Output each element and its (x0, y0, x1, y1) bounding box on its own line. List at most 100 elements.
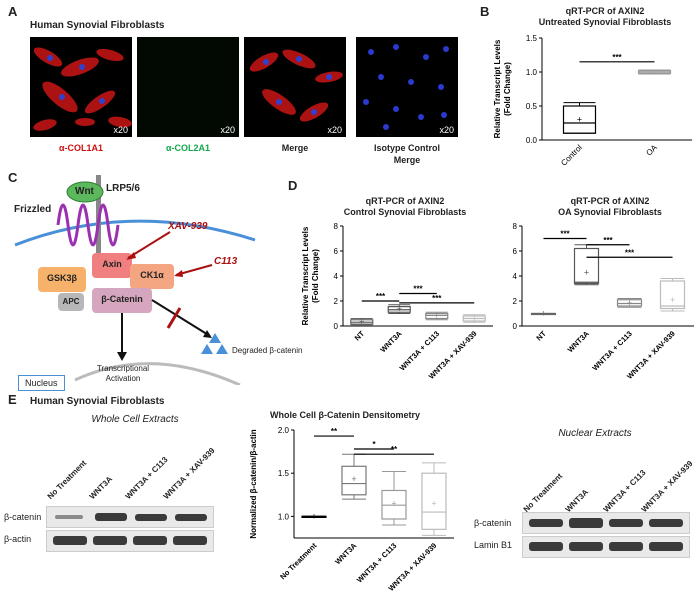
box (573, 247, 600, 285)
y-tick-label: 6 (513, 247, 518, 256)
mean-marker: + (391, 498, 396, 508)
wnt-ligand (66, 181, 104, 203)
box (562, 105, 597, 134)
pathway-diagram (14, 175, 256, 385)
lane-label-4: WNT3A + XAV-939 (161, 446, 217, 501)
mean-marker: + (431, 498, 436, 508)
transcription-arrowhead (117, 352, 127, 361)
block-bar (166, 307, 182, 329)
band (135, 514, 167, 521)
label-transcription-line1: Transcriptional (96, 364, 150, 373)
y-tick-label: 2 (334, 297, 339, 306)
mean-marker: + (434, 310, 439, 320)
mean-marker: + (670, 295, 675, 305)
band (55, 515, 83, 519)
panel-d-left-title-line1: qRT-PCR of AXIN2 (365, 196, 445, 206)
blot-whole-bcatenin (46, 506, 214, 528)
magnification-label: x20 (439, 125, 454, 135)
band (133, 536, 167, 545)
panel-b-title-line1: qRT-PCR of AXIN2 (565, 6, 645, 16)
blot-label-bcatenin-right: β-catenin (474, 518, 512, 528)
band (529, 542, 563, 551)
densitometry-title: Whole Cell β-Catenin Densitometry (269, 410, 420, 420)
col1a1-cells (33, 47, 132, 131)
micrograph-isotype: x20 (356, 37, 458, 137)
label-c113: C113 (214, 256, 238, 267)
y-tick-label: 6 (334, 247, 339, 256)
significance-label: *** (432, 294, 442, 303)
category-label: WNT3A (566, 329, 592, 355)
bcatenin-box (92, 288, 152, 313)
y-tick-label: 1.5 (278, 469, 290, 478)
label-wnt: Wnt (75, 186, 94, 197)
degraded-fragments (201, 333, 228, 354)
y-tick-label: 2.0 (278, 426, 290, 435)
y-tick-label: 8 (334, 222, 339, 231)
axin-box (92, 253, 132, 278)
blot-label-bcatenin-left: β-catenin (4, 512, 42, 522)
blot-nuclear-laminb1 (522, 536, 690, 558)
mean-marker: + (397, 304, 402, 314)
box (421, 472, 447, 530)
category-label: WNT3A + C113 (355, 541, 398, 584)
mean-marker: + (359, 317, 364, 327)
y-tick-label: 4 (513, 272, 518, 281)
significance-label: ** (391, 445, 398, 454)
label-axin: Axin (102, 259, 122, 269)
panel-d-right-title-line1: qRT-PCR of AXIN2 (570, 196, 650, 206)
degradation-arrow (151, 299, 211, 337)
significance-label: *** (612, 53, 622, 62)
category-label: WNT3A (333, 541, 359, 567)
xav-arrowhead (126, 252, 136, 260)
panel-d-left-title-line2: Control Synovial Fibroblasts (343, 207, 467, 217)
panel-d-letter: D (288, 178, 298, 193)
mean-marker: + (652, 67, 657, 77)
band (53, 536, 87, 545)
panel-d-right-title-line2: OA Synovial Fibroblasts (558, 207, 662, 217)
category-label: WNT3A + C113 (590, 329, 633, 372)
nuclear-lane-label-1: No Treatment (521, 471, 565, 514)
band (609, 542, 643, 551)
label-frizzled: Frizzled (14, 204, 52, 215)
category-label: NT (534, 329, 548, 343)
xav-arrow (127, 231, 171, 259)
panel-e-letter: E (8, 392, 17, 407)
significance-label: *** (413, 285, 423, 294)
y-axis-label: Relative Transcript Levels (493, 39, 502, 138)
caption-merge: Merge (281, 143, 309, 153)
panel-a-letter: A (8, 4, 18, 19)
chart-d-right: 0 2 4 6 8 + NT + WNT3A + WNT3A + C113 + WNT3A + XAV-… (513, 222, 694, 381)
micrograph-col2a1: x20 (137, 37, 239, 137)
c113-arrowhead (174, 270, 183, 277)
label-lrp: LRP5/6 (106, 183, 140, 194)
band (649, 519, 683, 527)
band (93, 536, 127, 545)
degradation-arrowhead (203, 330, 212, 338)
significance-label: *** (625, 248, 635, 257)
significance-label: *** (376, 292, 386, 301)
category-label: WNT3A + XAV-939 (625, 329, 677, 381)
y-tick-label: 1.5 (526, 34, 538, 43)
ck1a-box (130, 264, 174, 289)
mean-marker: + (311, 511, 316, 521)
nuclear-title: Nuclear Extracts (558, 428, 632, 439)
nuclear-membrane (74, 362, 241, 385)
y-tick-label: 4 (334, 272, 339, 281)
box (659, 280, 686, 310)
label-ck1a: CK1α (140, 270, 164, 280)
category-label: No Treatment (278, 541, 319, 582)
mean-marker: + (472, 314, 477, 324)
y-axis-label: Relative Transcript Levels (301, 226, 310, 325)
chart-b: 0.0 0.5 1.0 1.5 + Control + OA *** Relative Trans… (493, 34, 692, 168)
y-tick-label: 0.5 (526, 102, 538, 111)
category-label: WNT3A (378, 329, 404, 355)
nucleus-box: Nucleus (18, 375, 65, 391)
y-tick-label: 1.0 (278, 512, 290, 521)
y-axis-label: Normalized β-catenin/β-actin (249, 429, 258, 538)
frizzled-receptor (56, 203, 120, 247)
caption-col2a1: α-COL2A1 (165, 143, 211, 153)
mean-marker: + (577, 115, 582, 125)
band (173, 536, 207, 545)
label-degraded: Degraded β-catenin (232, 346, 303, 355)
